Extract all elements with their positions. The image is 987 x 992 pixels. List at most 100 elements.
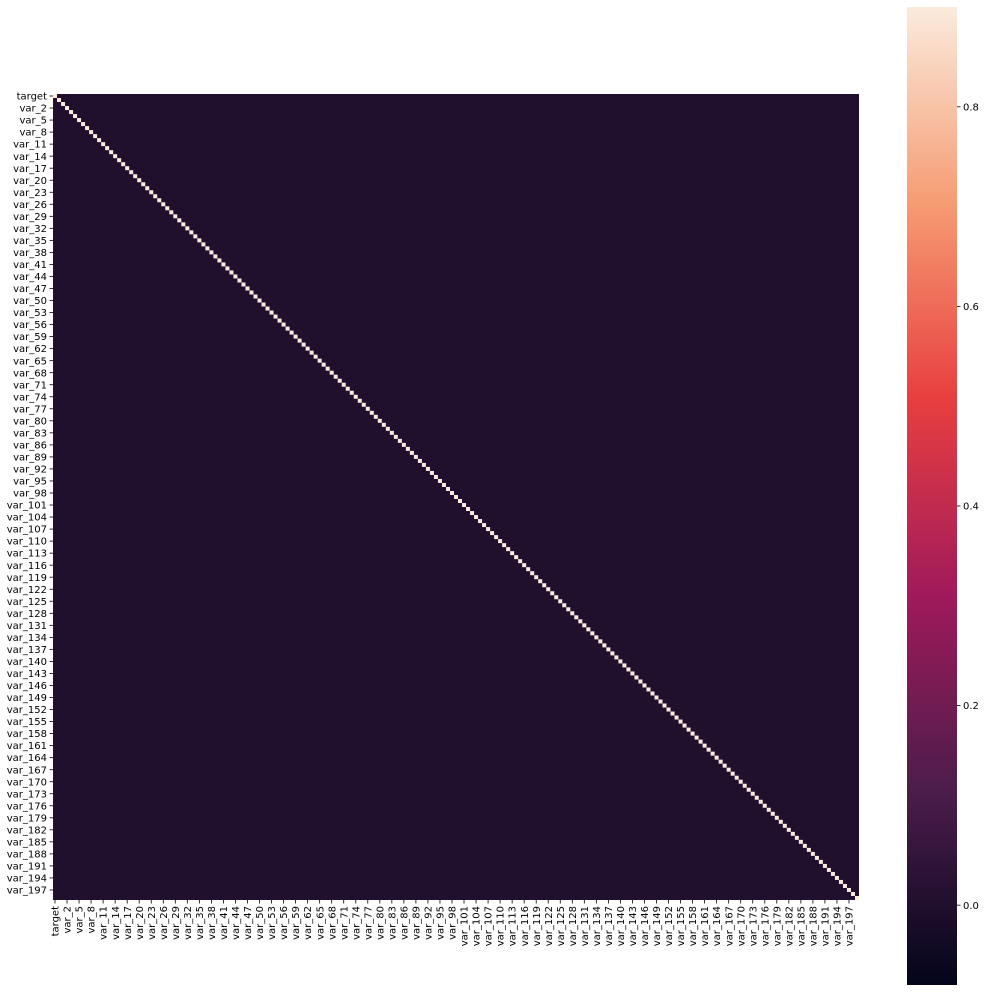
y-tick-label: var_173	[7, 789, 47, 800]
y-tick-label: var_104	[7, 513, 47, 524]
diagonal-cell	[458, 499, 463, 504]
diagonal-cell	[53, 94, 58, 99]
diagonal-cell	[606, 647, 611, 652]
diagonal-cell	[445, 486, 450, 491]
x-tick-label: var_182	[784, 906, 795, 946]
diagonal-cell	[678, 719, 683, 724]
x-tick-label: var_149	[652, 906, 663, 946]
diagonal-cell	[470, 511, 475, 516]
x-tick-label: var_86	[399, 906, 410, 940]
y-tick-label: var_86	[13, 440, 47, 451]
diagonal-cell	[682, 723, 687, 728]
x-tick-label: var_113	[508, 906, 519, 946]
diagonal-cell	[538, 579, 543, 584]
diagonal-cell	[554, 595, 559, 600]
y-tick-label: var_116	[7, 561, 47, 572]
diagonal-cell	[213, 254, 218, 259]
diagonal-cell	[105, 146, 110, 151]
y-tick-label: var_38	[13, 248, 47, 259]
diagonal-cell	[281, 322, 286, 327]
x-tick-label: var_155	[676, 906, 687, 946]
y-tick-label: var_170	[7, 777, 47, 788]
y-tick-label: var_122	[7, 585, 47, 596]
diagonal-cell	[486, 527, 491, 532]
diagonal-cell	[61, 102, 66, 107]
diagonal-cell	[706, 747, 711, 752]
diagonal-cell	[241, 282, 246, 287]
diagonal-cell	[401, 442, 406, 447]
y-tick-label: var_2	[19, 104, 47, 115]
y-tick-label: var_182	[7, 825, 47, 836]
x-tick-label: var_38	[207, 906, 218, 940]
diagonal-cell	[750, 791, 755, 796]
y-tick-label: var_17	[13, 164, 47, 175]
diagonal-cell	[225, 266, 230, 271]
diagonal-cell	[630, 671, 635, 676]
x-tick-label: var_56	[279, 906, 290, 940]
diagonal-cell	[353, 394, 358, 399]
diagonal-cell	[337, 378, 342, 383]
y-tick-label: var_113	[7, 549, 47, 560]
y-tick-label: var_68	[13, 368, 47, 379]
diagonal-cell	[81, 122, 86, 127]
diagonal-cell	[602, 643, 607, 648]
diagonal-cell	[814, 855, 819, 860]
diagonal-cell	[441, 482, 446, 487]
x-tick-label: var_143	[628, 906, 639, 946]
diagonal-cell	[594, 635, 599, 640]
diagonal-cell	[393, 434, 398, 439]
x-tick-label: var_23	[147, 906, 158, 940]
diagonal-cell	[806, 847, 811, 852]
diagonal-cell	[622, 663, 627, 668]
colorbar-tick-label: 0.4	[963, 502, 979, 513]
diagonal-cell	[377, 418, 382, 423]
x-tick-label: var_170	[736, 906, 747, 946]
x-tick-label: var_26	[159, 906, 170, 940]
diagonal-cell	[89, 130, 94, 135]
y-tick-label: var_35	[13, 236, 47, 247]
diagonal-cell	[854, 895, 859, 900]
y-tick-label: var_167	[7, 765, 47, 776]
diagonal-cell	[129, 170, 134, 175]
y-tick-label: var_188	[7, 849, 47, 860]
x-tick-label: var_5	[75, 906, 86, 934]
diagonal-cell	[526, 567, 531, 572]
x-tick-label: var_122	[544, 906, 555, 946]
diagonal-cell	[405, 446, 410, 451]
diagonal-cell	[754, 795, 759, 800]
diagonal-cell	[478, 519, 483, 524]
diagonal-cell	[197, 238, 202, 243]
x-tick-label: var_125	[556, 906, 567, 946]
y-tick-label: var_44	[13, 272, 47, 283]
diagonal-cell	[229, 270, 234, 275]
diagonal-cell	[802, 843, 807, 848]
x-tick-label: var_119	[532, 906, 543, 946]
diagonal-cell	[718, 759, 723, 764]
diagonal-cell	[530, 571, 535, 576]
diagonal-cell	[437, 478, 442, 483]
diagonal-cell	[838, 879, 843, 884]
y-tick-label: var_155	[7, 717, 47, 728]
diagonal-cell	[257, 298, 262, 303]
x-tick-label: var_44	[231, 906, 242, 940]
diagonal-cell	[149, 190, 154, 195]
diagonal-cell	[205, 246, 210, 251]
diagonal-cell	[301, 342, 306, 347]
diagonal-cell	[702, 743, 707, 748]
y-tick-label: var_74	[13, 392, 47, 403]
diagonal-cell	[285, 326, 290, 331]
x-tick-label: var_164	[712, 906, 723, 946]
y-tick-label: var_152	[7, 705, 47, 716]
x-tick-label: var_173	[748, 906, 759, 946]
x-tick-label: var_47	[243, 906, 254, 940]
x-tick-label: var_161	[700, 906, 711, 946]
diagonal-cell	[494, 535, 499, 540]
y-tick-label: var_14	[13, 152, 47, 163]
diagonal-cell	[670, 711, 675, 716]
diagonal-cell	[153, 194, 158, 199]
y-tick-label: var_191	[7, 862, 47, 873]
diagonal-cell	[113, 154, 118, 159]
diagonal-cell	[810, 851, 815, 856]
y-tick-label: var_194	[7, 874, 47, 885]
y-tick-label: var_47	[13, 284, 47, 295]
